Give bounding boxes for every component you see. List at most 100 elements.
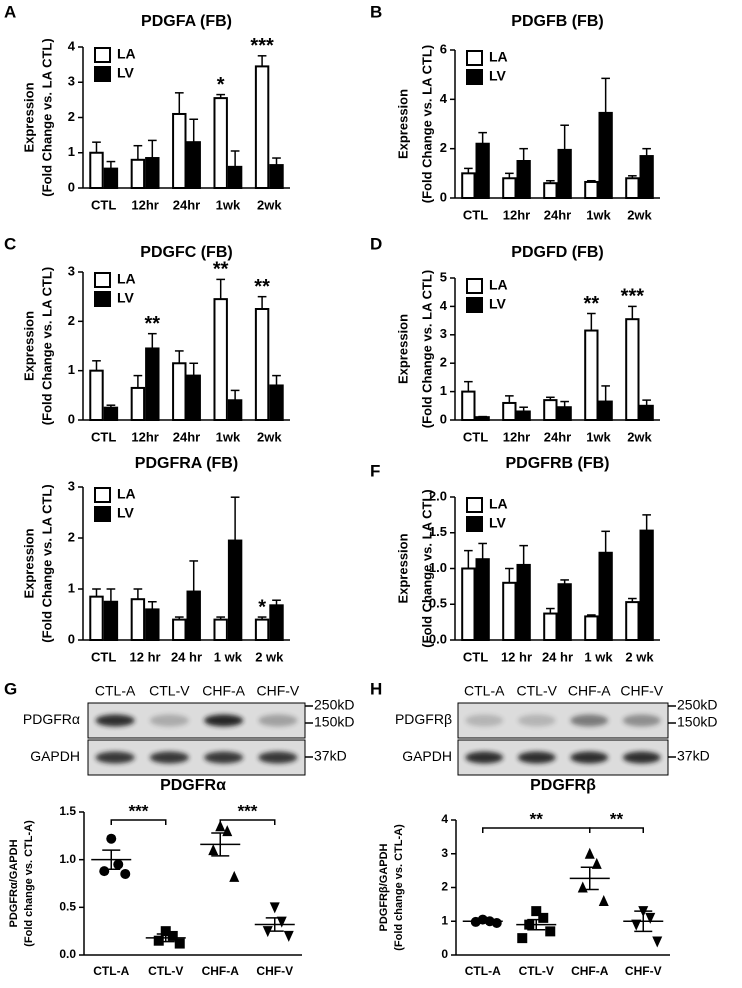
blot-band [622,751,661,764]
y-tick-label: 0 [440,411,447,426]
x-tick-label: 1wk [216,429,241,444]
x-tick-label: 24hr [173,197,200,212]
bar [89,151,104,189]
bar [502,177,517,199]
size-marker: 37kD [314,748,347,764]
size-marker: 250kD [677,697,717,713]
y-tick-label: 3 [440,326,447,341]
panel-label: G [4,679,17,698]
y-tick-label: 4 [441,812,448,826]
bar [557,406,572,422]
significance-label: ** [530,809,544,828]
blot-band [465,714,504,727]
y-tick-label: 0 [441,947,448,961]
y-tick-label: 3 [68,263,75,278]
bar [543,612,558,641]
x-tick-label: 24hr [544,429,571,444]
y-axis-label: (Fold change vs. CTL-A) [23,820,35,947]
chart-title: PDGFRA (FB) [135,455,238,472]
y-tick-label: 3 [441,846,448,860]
bar [89,595,104,642]
bar [130,598,146,642]
blot-band [95,714,135,727]
blot-band [204,714,244,727]
bar [639,529,654,641]
y-tick-label: 0.5 [59,900,76,914]
data-point [591,857,602,869]
data-point [269,902,280,914]
bar [639,155,654,199]
y-tick-label: 0 [440,189,447,204]
x-tick-label: 12 hr [501,649,532,664]
x-tick-label: 24hr [173,429,200,444]
lane-label: CTL-V [149,683,190,699]
data-point [208,844,219,856]
y-tick-label: 1 [68,580,75,595]
legend-swatch [94,272,111,288]
bar [516,160,531,199]
bar [543,399,558,421]
chart-title: PDGFC (FB) [140,244,232,261]
legend-label: LA [489,277,508,293]
bar [461,172,476,199]
panel-label: B [370,2,382,21]
y-axis-label: Expression [395,533,410,603]
legend-swatch [466,297,483,313]
significance-label: *** [250,35,274,57]
bar [172,112,187,189]
x-tick-label: CTL [463,429,488,444]
bar [172,362,187,421]
legend-label: LA [117,271,136,287]
legend-swatch [466,50,483,66]
y-axis-label: (Fold Change vs. LA CTL) [419,489,434,647]
chart-title: PDGFA (FB) [141,13,232,30]
y-tick-label: 2 [440,140,447,155]
bar [598,111,613,199]
bar [130,158,146,190]
significance-label: ** [213,259,229,281]
bar [254,308,270,421]
y-tick-label: 4 [440,91,448,106]
y-tick-label: 0.0 [429,631,447,646]
bar [625,601,640,641]
blot-band [95,751,135,764]
y-tick-label: 0 [68,411,75,426]
bar [103,406,119,421]
y-tick-label: 2 [68,109,75,124]
data-point [598,895,609,906]
y-axis-label: PDGFRβ/GAPDH [378,843,390,931]
bar [516,563,531,641]
data-point [229,870,240,882]
blot-band [517,751,556,764]
bar [130,386,146,421]
bar [89,369,104,421]
y-tick-label: 2 [440,355,447,370]
x-tick-label: 1wk [216,197,241,212]
x-tick-label: CTL-A [465,964,501,978]
y-tick-label: 3 [68,74,75,89]
blot-band [204,751,244,764]
x-tick-label: CHF-A [571,964,609,978]
bar [584,180,599,199]
bar [502,401,517,421]
bar [186,141,201,190]
y-tick-label: 3 [68,478,75,493]
x-tick-label: CHF-V [625,964,662,978]
significance-label: ** [610,809,624,828]
x-tick-label: CTL [463,207,488,222]
y-tick-label: 4 [68,38,76,53]
bar [625,177,640,199]
legend-swatch [466,497,483,513]
legend-label: LV [489,296,507,312]
blot-row-label: GAPDH [402,748,452,764]
y-axis-label: Expression [395,314,410,384]
data-point [517,933,528,944]
y-tick-label: 6 [440,41,447,56]
size-marker: 250kD [314,697,354,713]
size-marker: 150kD [677,714,717,730]
legend-swatch [466,69,483,85]
legend-swatch [466,516,483,532]
blot-band [465,751,504,764]
y-tick-label: 2 [68,313,75,328]
